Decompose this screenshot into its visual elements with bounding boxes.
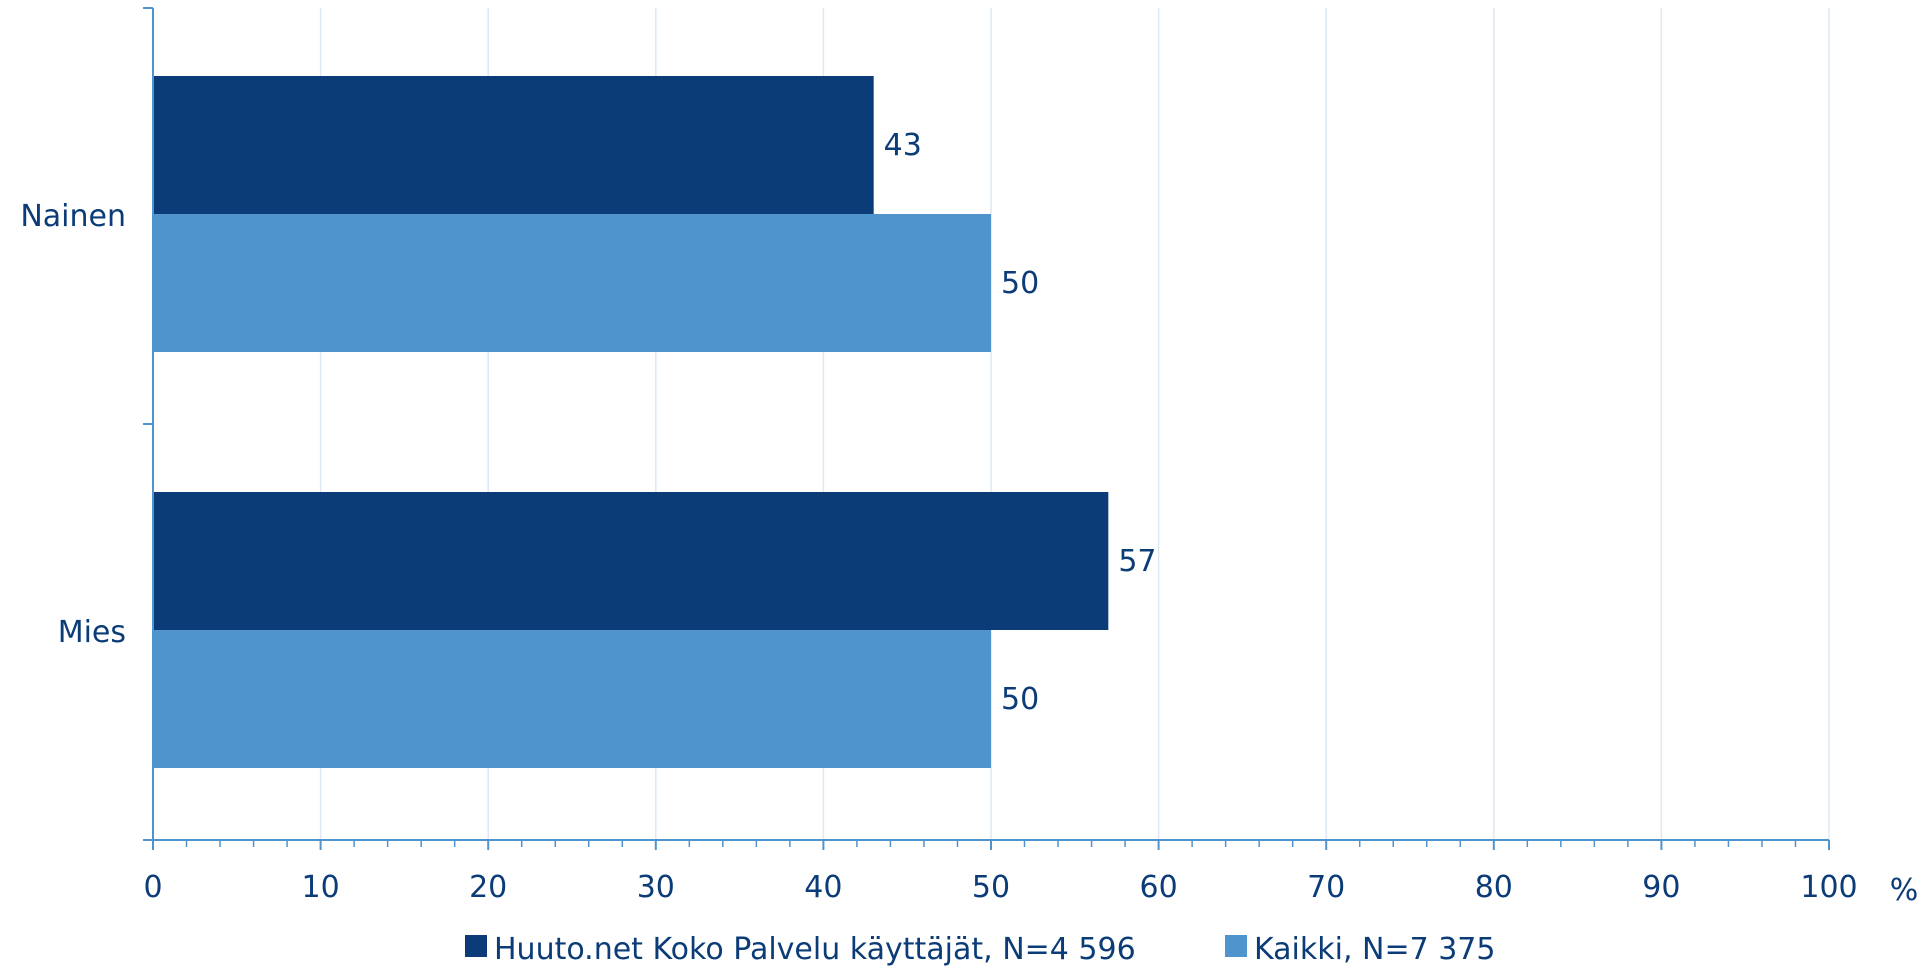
x-tick-label: 90: [1642, 870, 1680, 905]
legend-label: Huuto.net Koko Palvelu käyttäjät, N=4 59…: [494, 932, 1136, 967]
bars: [153, 76, 1109, 768]
x-tick-label: 30: [637, 870, 675, 905]
data-label: 50: [1001, 682, 1039, 717]
bar: [153, 630, 991, 768]
x-tick-label: 10: [302, 870, 340, 905]
bar: [153, 76, 874, 214]
bar: [153, 492, 1109, 630]
x-tick-label: 60: [1140, 870, 1178, 905]
labels: 43 50 Nainen 57 50 Mies 0 10 20 30 40 50 60 70 80 90 100…: [20, 128, 1918, 908]
x-axis-unit: %: [1890, 873, 1919, 908]
x-tick-label: 100: [1800, 870, 1857, 905]
axes: [143, 7, 1830, 850]
x-tick-label: 70: [1307, 870, 1345, 905]
x-tick-label: 20: [469, 870, 507, 905]
x-tick-label: 50: [972, 870, 1010, 905]
category-label: Nainen: [20, 199, 126, 234]
legend-swatch: [465, 935, 487, 957]
data-label: 50: [1001, 266, 1039, 301]
x-tick-label: 40: [804, 870, 842, 905]
legend-label: Kaikki, N=7 375: [1254, 932, 1495, 967]
data-label: 43: [884, 128, 922, 163]
bar: [153, 214, 991, 352]
x-tick-label: 80: [1475, 870, 1513, 905]
legend: Huuto.net Koko Palvelu käyttäjät, N=4 59…: [465, 932, 1495, 967]
legend-swatch: [1225, 935, 1247, 957]
x-tick-label: 0: [143, 870, 162, 905]
category-label: Mies: [58, 615, 126, 650]
data-label: 57: [1118, 544, 1156, 579]
